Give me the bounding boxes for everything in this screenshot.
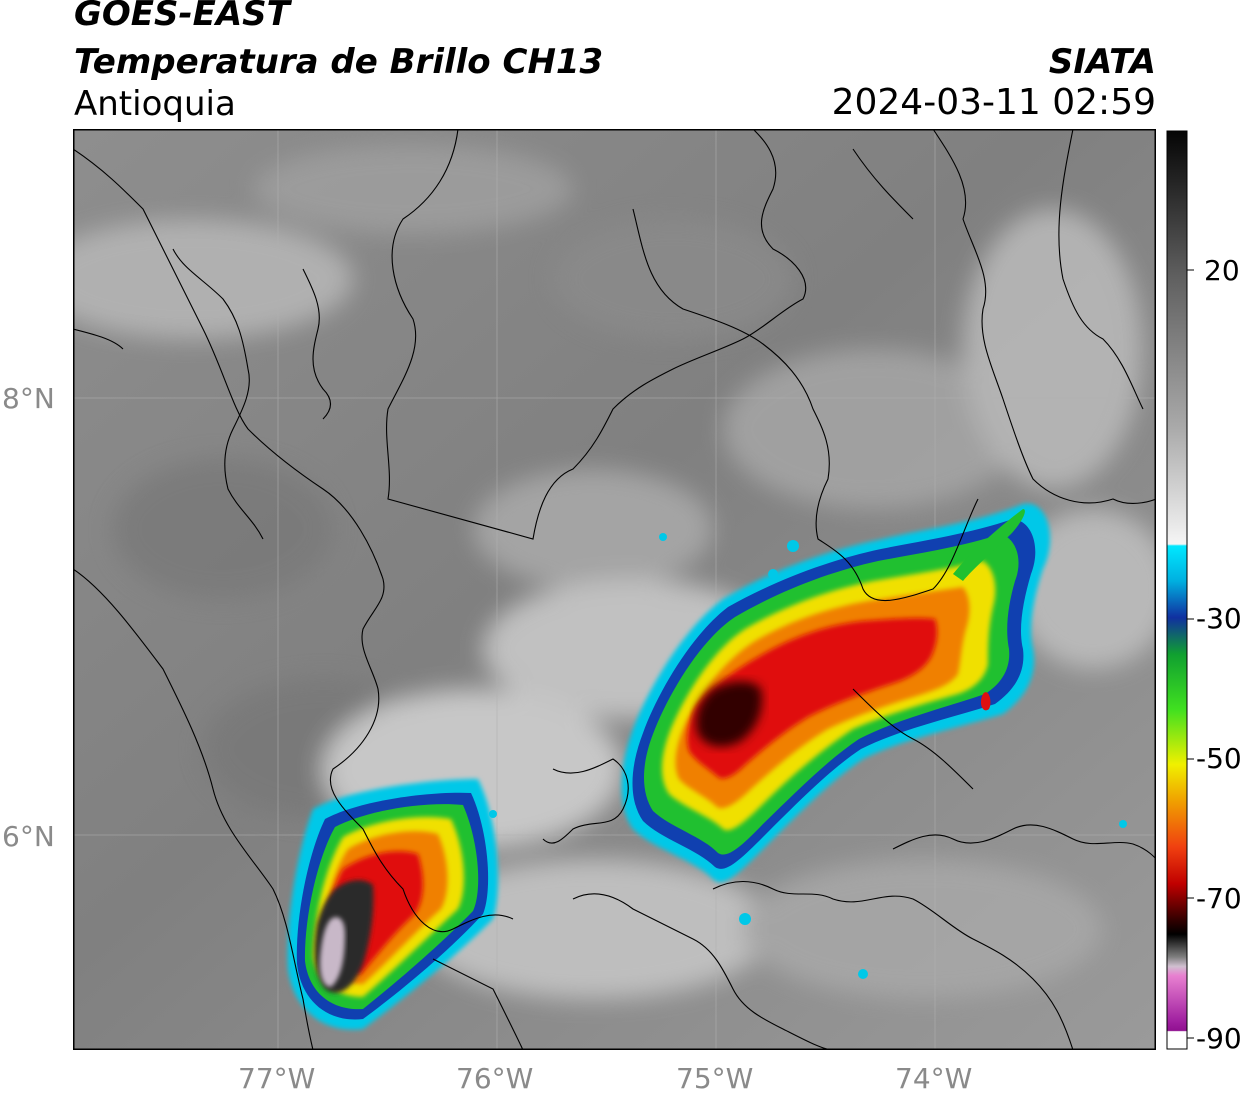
colorbar — [1166, 130, 1194, 1050]
storm-cell-east — [621, 503, 1051, 883]
region-label: Antioquia — [74, 84, 236, 124]
timestamp-label: 2024-03-11 02:59 — [831, 82, 1156, 123]
colorbar-tick-minus-70: -70 — [1196, 882, 1242, 915]
cloud-texture — [73, 144, 1156, 999]
product-title: Temperatura de Brillo CH13 — [74, 42, 604, 82]
x-tick-76w: 76°W — [456, 1062, 534, 1095]
colorbar-tick-minus-50: -50 — [1196, 742, 1242, 775]
small-cells — [489, 533, 1127, 979]
x-tick-75w: 75°W — [676, 1062, 754, 1095]
borders — [73, 129, 1156, 1050]
colorbar-tick-minus-30: -30 — [1196, 602, 1242, 635]
y-tick-6n: 6°N — [2, 820, 55, 853]
colorbar-tick-minus-90: -90 — [1196, 1022, 1242, 1055]
satellite-title: GOES-EAST — [74, 0, 290, 34]
y-tick-8n: 8°N — [2, 382, 55, 415]
organization-label: SIATA — [1048, 42, 1156, 82]
storm-cell-west — [287, 779, 498, 1030]
map-frame — [73, 129, 1156, 1050]
satellite-map — [73, 129, 1156, 1050]
x-tick-77w: 77°W — [238, 1062, 316, 1095]
x-tick-74w: 74°W — [895, 1062, 973, 1095]
coastline — [73, 248, 332, 540]
colorbar-tick-20: 20 — [1204, 254, 1240, 287]
